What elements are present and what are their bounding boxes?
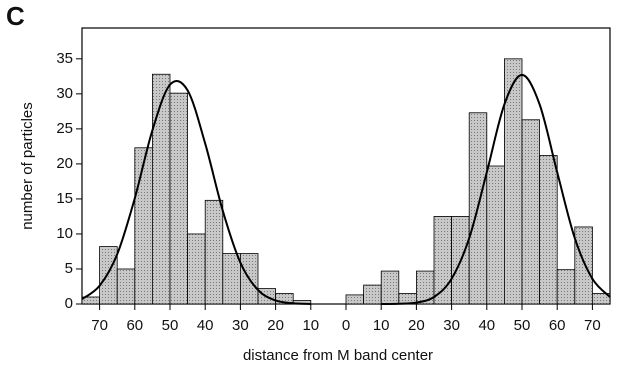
bar bbox=[222, 253, 241, 305]
y-tick-label: 20 bbox=[56, 155, 73, 172]
x-tick-label: 20 bbox=[267, 317, 284, 334]
bar bbox=[204, 199, 224, 305]
bar bbox=[380, 270, 400, 305]
x-tick-label: 0 bbox=[342, 317, 350, 334]
x-tick-label: 40 bbox=[478, 317, 495, 334]
bar bbox=[345, 294, 365, 305]
bar bbox=[275, 293, 294, 305]
x-tick-label: 30 bbox=[443, 317, 460, 334]
y-tick-label: 5 bbox=[65, 260, 73, 277]
y-tick-label: 10 bbox=[56, 225, 73, 242]
panel-label: C bbox=[6, 1, 25, 31]
bar bbox=[187, 233, 206, 305]
bar bbox=[169, 92, 189, 305]
x-tick-label: 70 bbox=[91, 317, 108, 334]
bar bbox=[592, 293, 611, 305]
bar bbox=[521, 119, 541, 305]
x-tick-label: 30 bbox=[232, 317, 249, 334]
x-tick-label: 10 bbox=[373, 317, 390, 334]
y-tick-label: 35 bbox=[56, 50, 73, 67]
x-tick-label: 50 bbox=[162, 317, 179, 334]
y-tick-label: 30 bbox=[56, 85, 73, 102]
bar bbox=[574, 226, 593, 305]
bar bbox=[556, 269, 576, 305]
x-tick-label: 70 bbox=[584, 317, 601, 334]
bar bbox=[99, 246, 118, 305]
bar bbox=[486, 165, 505, 305]
y-tick-label: 15 bbox=[56, 190, 73, 207]
x-tick-label: 20 bbox=[408, 317, 425, 334]
y-tick-label: 25 bbox=[56, 120, 73, 137]
y-axis-label: number of particles bbox=[19, 102, 36, 230]
bar bbox=[151, 73, 171, 305]
x-tick-label: 60 bbox=[549, 317, 566, 334]
x-tick-label: 10 bbox=[302, 317, 319, 334]
fit-curve bbox=[381, 73, 611, 305]
x-tick-label: 40 bbox=[197, 317, 214, 334]
bar bbox=[134, 147, 153, 305]
x-axis-label: distance from M band center bbox=[243, 347, 433, 364]
bar bbox=[539, 155, 558, 305]
x-tick-label: 50 bbox=[514, 317, 531, 334]
y-tick-label: 0 bbox=[65, 295, 73, 312]
bar bbox=[363, 284, 382, 305]
x-tick-label: 60 bbox=[126, 317, 143, 334]
bar bbox=[116, 268, 136, 305]
fit-curve bbox=[81, 80, 311, 305]
